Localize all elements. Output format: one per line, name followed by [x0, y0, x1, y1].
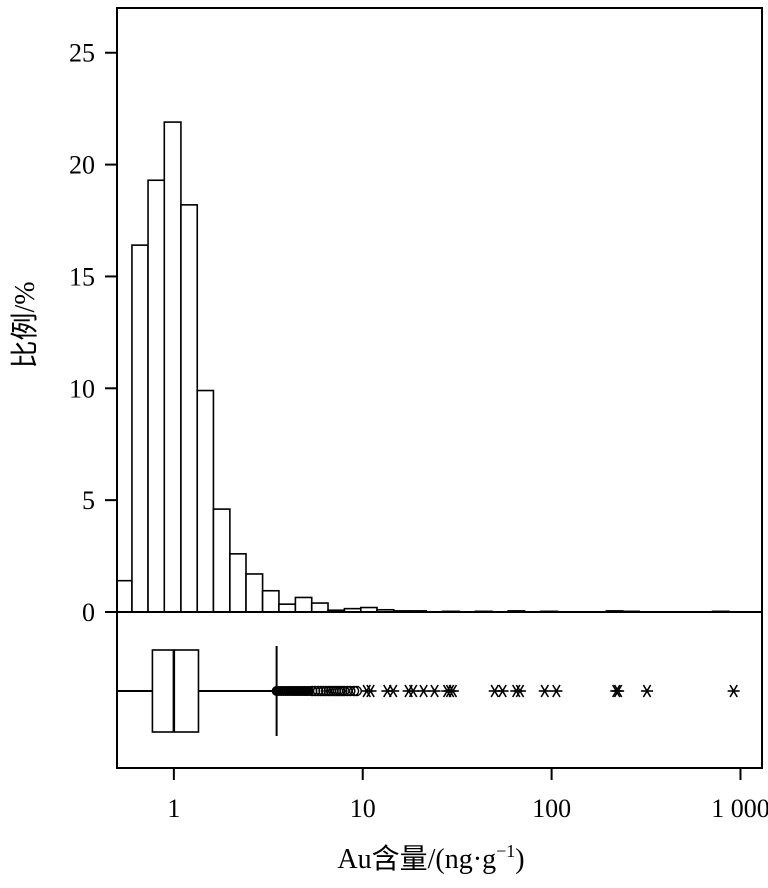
outlier-star-stroke — [366, 684, 375, 698]
outlier-star-stroke — [430, 684, 439, 698]
histogram-bar — [147, 179, 166, 613]
histogram-bar — [310, 602, 329, 613]
histogram-bar — [180, 204, 199, 613]
outlier-star — [407, 684, 420, 698]
histogram-bar — [163, 121, 182, 613]
box-iqr — [151, 649, 200, 733]
outlier-star-stroke — [642, 684, 652, 698]
y-tick-label: 5 — [82, 486, 95, 515]
outlier-star — [417, 684, 430, 698]
histogram-bar — [196, 389, 215, 613]
histogram-bar — [278, 603, 297, 613]
boxplot-panel: 1 10 100 1 000 — [116, 611, 768, 823]
outlier-open — [348, 685, 360, 697]
outlier-star-stroke — [729, 684, 738, 698]
histogram-bar — [294, 596, 313, 613]
outlier-star — [513, 684, 526, 698]
y-tick-label: 0 — [82, 598, 95, 627]
x-axis-title-superscript: −1 — [496, 841, 515, 861]
outlier-star — [496, 684, 509, 698]
outlier-star — [387, 684, 400, 698]
outlier-open — [315, 685, 327, 697]
outlier-star — [641, 684, 654, 698]
outlier-star-stroke — [552, 684, 561, 698]
y-tick-label: 20 — [69, 151, 95, 180]
outlier-star — [727, 684, 740, 698]
histogram-bar — [245, 573, 264, 613]
histogram-bar — [261, 589, 280, 613]
outlier-star-stroke — [515, 684, 525, 698]
outlier-star-stroke — [419, 684, 428, 698]
x-axis-title-main: Au含量/(ng·g — [337, 843, 496, 875]
x-tick-label: 1 000 — [711, 794, 768, 823]
y-tick-label: 15 — [69, 262, 95, 291]
outlier-star — [550, 684, 563, 698]
outlier-star-stroke — [448, 684, 458, 698]
y-tick-label: 10 — [69, 374, 95, 403]
outlier-star — [446, 684, 459, 698]
y-tick-label: 25 — [69, 39, 95, 68]
outlier-open — [312, 685, 324, 697]
outlier-star-stroke — [498, 684, 507, 698]
x-tick-label: 10 — [350, 794, 376, 823]
outlier-star-stroke — [613, 684, 623, 698]
histogram-bar — [116, 579, 133, 613]
histogram-bar — [212, 508, 231, 613]
outlier-star — [538, 684, 551, 698]
histogram-bar — [229, 553, 247, 613]
y-axis-title: 比例/% — [9, 281, 41, 368]
x-tick-label: 100 — [532, 794, 571, 823]
outlier-star-stroke — [388, 684, 398, 698]
x-axis-title-close: ) — [515, 844, 524, 875]
x-tick-label: 1 — [167, 794, 180, 823]
outlier-star — [428, 684, 441, 698]
outlier-star — [612, 684, 625, 698]
x-axis-title: Au含量/(ng·g−1) — [337, 841, 524, 875]
outlier-star-stroke — [540, 684, 550, 698]
histogram-panel: 0 5 10 15 20 25 — [69, 7, 763, 627]
outlier-star — [364, 684, 377, 698]
outlier-star-stroke — [408, 684, 418, 698]
histogram-bar — [131, 244, 149, 613]
outlier-star-stroke — [490, 684, 500, 698]
outlier-open — [345, 685, 356, 697]
